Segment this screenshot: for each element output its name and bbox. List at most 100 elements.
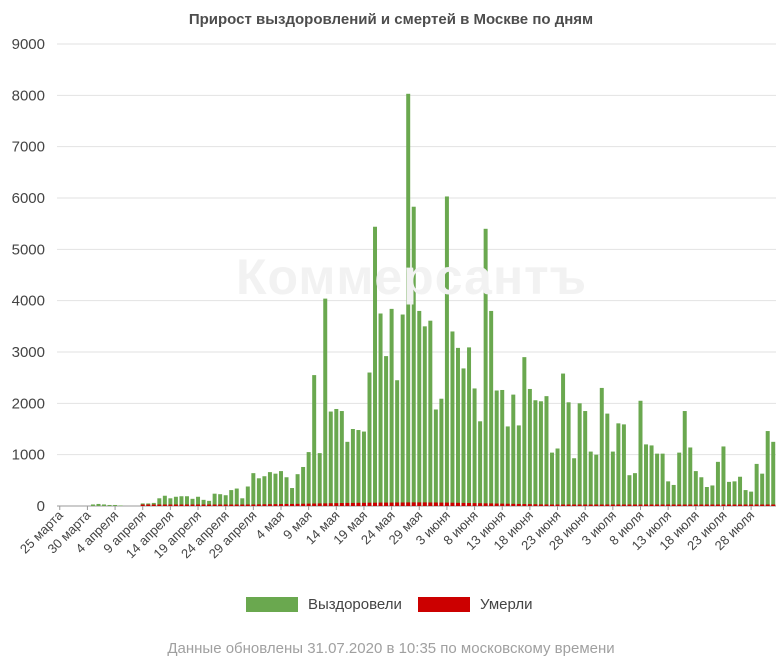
bar-recovered[interactable] bbox=[113, 504, 118, 506]
bar-recovered[interactable] bbox=[527, 388, 532, 506]
bar-died[interactable] bbox=[455, 502, 460, 506]
bar-recovered[interactable] bbox=[218, 494, 223, 506]
bar-died[interactable] bbox=[384, 502, 389, 506]
bar-died[interactable] bbox=[544, 504, 549, 506]
bar-died[interactable] bbox=[146, 504, 151, 507]
bar-died[interactable] bbox=[610, 504, 615, 507]
bar-died[interactable] bbox=[350, 502, 355, 506]
bar-recovered[interactable] bbox=[771, 441, 776, 506]
bar-recovered[interactable] bbox=[400, 314, 405, 506]
bar-died[interactable] bbox=[212, 504, 217, 507]
bar-recovered[interactable] bbox=[196, 496, 201, 506]
bar-died[interactable] bbox=[450, 502, 455, 506]
bar-died[interactable] bbox=[599, 504, 604, 507]
bar-recovered[interactable] bbox=[417, 310, 422, 506]
bar-recovered[interactable] bbox=[395, 380, 400, 506]
bar-died[interactable] bbox=[660, 504, 665, 507]
bar-died[interactable] bbox=[179, 504, 184, 507]
bar-recovered[interactable] bbox=[356, 430, 361, 506]
bar-recovered[interactable] bbox=[223, 495, 228, 506]
bar-died[interactable] bbox=[533, 504, 538, 506]
bar-died[interactable] bbox=[229, 504, 234, 507]
bar-died[interactable] bbox=[550, 504, 554, 507]
bar-recovered[interactable] bbox=[467, 347, 472, 506]
bar-recovered[interactable] bbox=[273, 473, 278, 506]
bar-recovered[interactable] bbox=[378, 313, 383, 507]
bar-died[interactable] bbox=[561, 504, 566, 507]
bar-died[interactable] bbox=[760, 504, 765, 507]
bar-died[interactable] bbox=[361, 502, 366, 506]
bar-died[interactable] bbox=[638, 504, 643, 507]
bar-recovered[interactable] bbox=[550, 452, 554, 506]
bar-recovered[interactable] bbox=[184, 496, 189, 506]
bar-recovered[interactable] bbox=[367, 372, 372, 506]
bar-recovered[interactable] bbox=[555, 448, 560, 506]
bar-recovered[interactable] bbox=[715, 461, 720, 506]
bar-recovered[interactable] bbox=[500, 389, 505, 506]
bar-recovered[interactable] bbox=[90, 504, 95, 506]
bar-died[interactable] bbox=[345, 502, 350, 506]
bar-recovered[interactable] bbox=[433, 409, 438, 506]
bar-recovered[interactable] bbox=[168, 498, 173, 506]
bar-died[interactable] bbox=[505, 503, 510, 506]
bar-recovered[interactable] bbox=[312, 375, 317, 506]
bar-died[interactable] bbox=[516, 503, 521, 506]
bar-recovered[interactable] bbox=[345, 441, 350, 506]
bar-recovered[interactable] bbox=[212, 493, 217, 506]
bar-recovered[interactable] bbox=[588, 451, 593, 506]
bar-died[interactable] bbox=[173, 504, 178, 507]
bar-died[interactable] bbox=[356, 502, 361, 506]
bar-recovered[interactable] bbox=[339, 411, 344, 506]
bar-died[interactable] bbox=[715, 504, 720, 507]
bar-recovered[interactable] bbox=[279, 471, 283, 506]
bar-recovered[interactable] bbox=[107, 504, 112, 506]
bar-died[interactable] bbox=[649, 504, 654, 507]
bar-died[interactable] bbox=[726, 504, 731, 507]
bar-recovered[interactable] bbox=[516, 425, 521, 506]
bar-died[interactable] bbox=[771, 504, 776, 507]
bar-died[interactable] bbox=[245, 504, 250, 507]
bar-recovered[interactable] bbox=[721, 446, 726, 506]
bar-died[interactable] bbox=[279, 504, 283, 506]
bar-recovered[interactable] bbox=[323, 298, 328, 506]
bar-died[interactable] bbox=[162, 504, 167, 507]
bar-died[interactable] bbox=[688, 504, 693, 507]
bar-recovered[interactable] bbox=[693, 471, 698, 506]
bar-recovered[interactable] bbox=[760, 473, 765, 506]
bar-recovered[interactable] bbox=[262, 476, 267, 506]
bar-died[interactable] bbox=[312, 503, 317, 506]
bar-died[interactable] bbox=[201, 504, 206, 507]
bar-recovered[interactable] bbox=[422, 326, 427, 506]
bar-recovered[interactable] bbox=[616, 423, 621, 506]
bar-died[interactable] bbox=[478, 503, 483, 506]
bar-died[interactable] bbox=[682, 504, 687, 507]
bar-died[interactable] bbox=[417, 502, 422, 506]
bar-recovered[interactable] bbox=[201, 499, 206, 506]
bar-died[interactable] bbox=[743, 504, 748, 507]
bar-died[interactable] bbox=[467, 503, 472, 506]
bar-died[interactable] bbox=[290, 503, 295, 506]
bar-recovered[interactable] bbox=[173, 496, 178, 506]
bar-died[interactable] bbox=[378, 502, 383, 506]
bar-died[interactable] bbox=[373, 502, 378, 506]
bar-recovered[interactable] bbox=[605, 413, 610, 506]
bar-died[interactable] bbox=[605, 504, 610, 507]
bar-recovered[interactable] bbox=[267, 472, 272, 506]
bar-recovered[interactable] bbox=[373, 226, 378, 506]
bar-recovered[interactable] bbox=[207, 500, 212, 506]
bar-died[interactable] bbox=[566, 504, 571, 507]
bar-recovered[interactable] bbox=[655, 453, 660, 506]
bar-recovered[interactable] bbox=[295, 474, 300, 506]
bar-recovered[interactable] bbox=[350, 429, 355, 506]
bar-recovered[interactable] bbox=[384, 356, 389, 506]
bar-died[interactable] bbox=[483, 503, 488, 506]
bar-recovered[interactable] bbox=[389, 308, 394, 506]
bar-recovered[interactable] bbox=[251, 473, 256, 506]
bar-died[interactable] bbox=[644, 504, 649, 507]
bar-recovered[interactable] bbox=[599, 387, 604, 506]
bar-recovered[interactable] bbox=[284, 477, 289, 506]
bar-died[interactable] bbox=[527, 504, 532, 506]
bar-recovered[interactable] bbox=[688, 447, 693, 506]
bar-died[interactable] bbox=[754, 504, 759, 507]
bar-died[interactable] bbox=[406, 502, 411, 506]
